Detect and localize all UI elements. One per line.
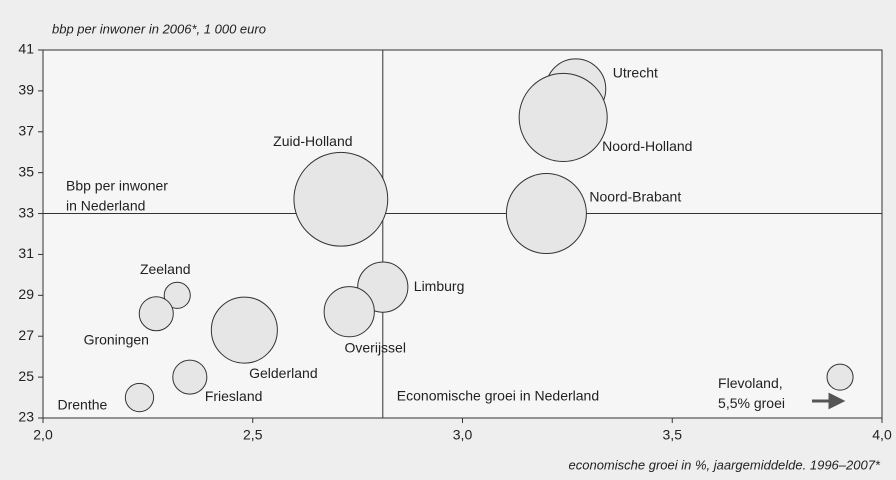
y-tick-label: 37	[18, 122, 34, 138]
y-tick-label: 23	[18, 409, 34, 425]
x-tick-label: 3,0	[453, 427, 473, 443]
point-label: Limburg	[414, 278, 465, 294]
point-label: Utrecht	[613, 65, 658, 81]
x-tick-label: 2,5	[243, 427, 263, 443]
point-label: Zeeland	[140, 261, 191, 277]
point-label: Noord-Brabant	[589, 188, 681, 204]
point-label: Overijssel	[345, 339, 406, 355]
point-label: Groningen	[84, 331, 149, 347]
point-label: Flevoland,	[718, 375, 783, 391]
reference-label: in Nederland	[66, 197, 145, 213]
bubble	[210, 296, 278, 364]
point-label: Noord-Holland	[602, 138, 692, 154]
y-tick-label: 41	[18, 41, 34, 57]
x-tick-label: 4,0	[872, 427, 892, 443]
y-tick-label: 35	[18, 163, 34, 179]
y-tick-label: 39	[18, 82, 34, 98]
point-label: Drenthe	[57, 396, 107, 412]
y-tick-label: 33	[18, 204, 34, 220]
x-tick-label: 2,0	[33, 427, 53, 443]
bubble	[826, 363, 854, 391]
x-tick-label: 3,5	[663, 427, 683, 443]
point-label: Friesland	[205, 388, 263, 404]
point-label: Zuid-Holland	[273, 133, 352, 149]
y-tick-label: 29	[18, 286, 34, 302]
y-tick-label: 27	[18, 327, 34, 343]
chart-title: bbp per inwoner in 2006*, 1 000 euro	[52, 21, 266, 36]
reference-label: Bbp per inwoner	[66, 177, 168, 193]
point-label: Gelderland	[249, 365, 318, 381]
y-tick-label: 31	[18, 245, 34, 261]
bubble	[124, 382, 155, 413]
bubble	[172, 359, 208, 395]
x-axis-label: economische groei in %, jaargemiddelde. …	[569, 457, 881, 472]
bubble	[163, 281, 191, 309]
y-tick-label: 25	[18, 368, 34, 384]
note: 5,5% groei	[718, 395, 785, 411]
reference-label: Economische groei in Nederland	[397, 388, 599, 404]
bubble	[505, 173, 587, 255]
bubble	[323, 286, 375, 338]
bubble	[518, 72, 608, 163]
plot-area	[42, 49, 883, 419]
bubble	[138, 296, 174, 332]
arrow	[812, 392, 846, 410]
bubble	[293, 151, 389, 247]
